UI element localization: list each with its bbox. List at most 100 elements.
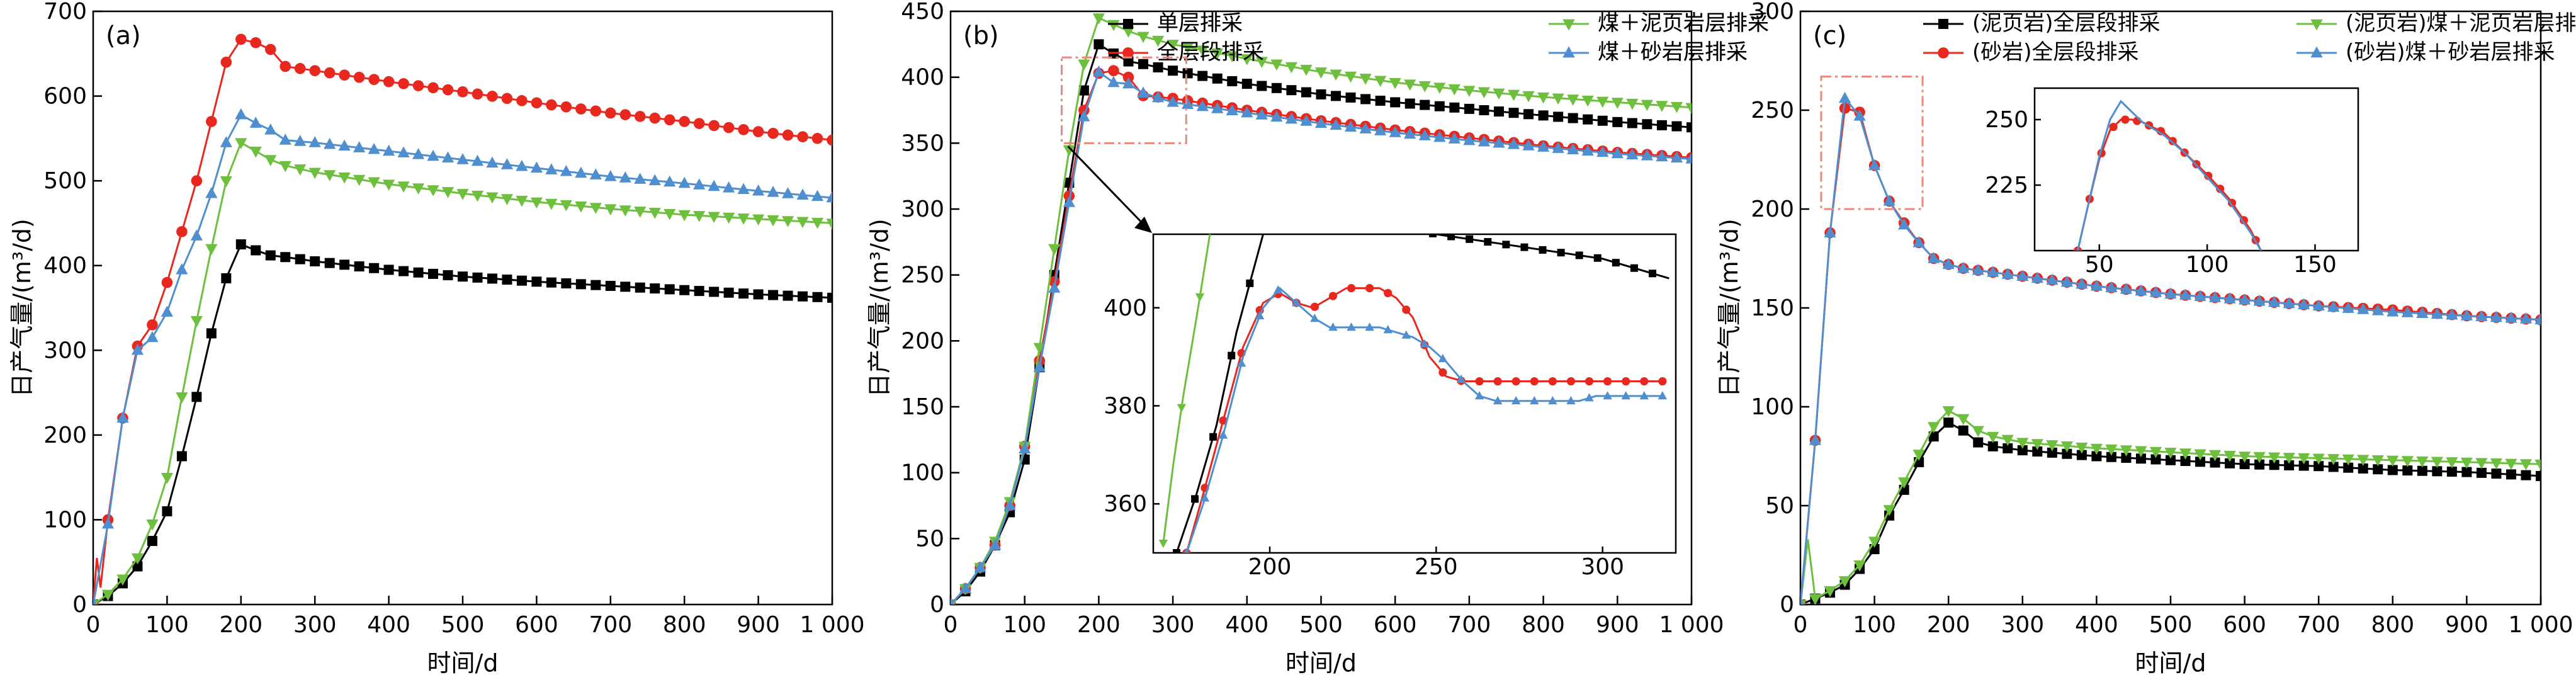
data-point	[1530, 395, 1539, 405]
data-point	[2223, 292, 2236, 304]
data-point	[1241, 106, 1253, 118]
data-point	[1033, 360, 1046, 372]
inset-plot-frame	[1152, 233, 1677, 554]
data-point	[1520, 243, 1528, 251]
data-point	[1285, 62, 1298, 74]
data-point	[575, 166, 587, 178]
legend-item: (泥页岩)煤＋泥页岩层排采	[2296, 11, 2576, 36]
data-point	[1883, 505, 1895, 516]
data-point	[221, 273, 232, 283]
y-tick-label: 100	[1751, 394, 1794, 420]
data-point	[590, 105, 602, 117]
data-point	[264, 155, 277, 166]
data-point	[146, 519, 159, 531]
data-point	[1603, 377, 1612, 386]
data-point	[1658, 377, 1667, 386]
data-point	[280, 60, 291, 72]
data-point	[1838, 91, 1851, 103]
data-point	[560, 164, 572, 176]
data-point	[206, 116, 217, 127]
series-line	[1185, 287, 1663, 553]
data-point	[619, 109, 631, 120]
data-point	[2208, 291, 2222, 302]
data-point	[471, 190, 484, 202]
data-point	[1912, 236, 1925, 247]
legend-label: 煤＋砂岩层排采	[1598, 40, 1748, 65]
data-point	[2446, 466, 2457, 477]
data-point	[235, 108, 247, 120]
data-point	[1530, 377, 1539, 386]
legend-label: 单层排采	[1157, 11, 1243, 36]
data-point	[472, 272, 483, 283]
data-point	[2225, 458, 2235, 468]
data-point	[2416, 456, 2429, 468]
data-point	[1236, 358, 1246, 367]
data-point	[1063, 196, 1075, 207]
data-point	[649, 112, 661, 124]
series-line	[93, 113, 832, 605]
data-point	[2001, 268, 2014, 279]
data-point	[2016, 438, 2029, 449]
x-tick-label: 200	[1927, 612, 1970, 638]
data-point	[1285, 112, 1298, 124]
data-point	[235, 239, 246, 250]
chart-panel-a: 0 100 200 300 400 500 600 700 800 900 1 0000100200…	[8, 0, 1769, 677]
inset-x-tick-label: 50	[2085, 252, 2114, 278]
data-point	[441, 187, 455, 198]
data-point	[1211, 48, 1224, 60]
data-point	[1219, 416, 1228, 425]
zoom-box	[1820, 76, 1924, 210]
data-point	[1359, 122, 1372, 133]
data-point	[487, 91, 498, 102]
data-point	[1330, 118, 1342, 130]
data-point	[974, 560, 986, 572]
data-point	[1671, 121, 1682, 132]
data-point	[2521, 470, 2531, 480]
series-1	[93, 33, 832, 605]
series-line	[1185, 287, 1663, 553]
data-point	[2475, 310, 2488, 322]
data-point	[1449, 102, 1460, 113]
data-point	[2373, 464, 2383, 475]
data-point	[1122, 71, 1134, 83]
data-point	[1420, 339, 1430, 348]
data-point	[1241, 79, 1252, 89]
data-point	[619, 171, 631, 183]
data-point	[427, 149, 439, 161]
y-tick-label: 0	[72, 592, 87, 618]
data-point	[1347, 322, 1356, 331]
data-point	[2387, 465, 2398, 475]
x-tick-label: 600	[1374, 612, 1417, 638]
data-point	[545, 163, 558, 174]
data-point	[1463, 86, 1476, 97]
data-point	[2461, 467, 2472, 477]
data-point	[1957, 414, 1970, 426]
y-tick-label: 700	[43, 0, 87, 25]
legend-label: (泥页岩)煤＋泥页岩层排采	[2346, 11, 2576, 36]
y-tick-label: 450	[901, 0, 944, 25]
data-point	[249, 146, 262, 158]
data-point	[1078, 59, 1090, 71]
series-1	[2077, 99, 2262, 251]
data-point	[2164, 448, 2177, 459]
y-tick-label: 200	[901, 328, 944, 354]
data-point	[132, 561, 143, 572]
data-point	[2091, 451, 2102, 462]
data-point	[427, 185, 439, 196]
data-point	[1048, 276, 1060, 287]
y-tick-label: 400	[43, 253, 87, 279]
legend-label: (砂岩)煤＋砂岩层排采	[2346, 40, 2555, 65]
series-line	[93, 243, 832, 605]
series-line	[1800, 96, 2541, 605]
data-point	[1493, 136, 1505, 148]
data-point	[264, 43, 276, 55]
data-point	[294, 63, 306, 74]
data-point	[575, 279, 586, 290]
data-point	[205, 186, 218, 198]
data-point	[1548, 377, 1557, 386]
data-point	[2387, 455, 2399, 467]
series-line	[951, 43, 1692, 605]
data-point	[1552, 142, 1564, 153]
data-point	[1420, 99, 1430, 110]
data-point	[147, 536, 157, 547]
